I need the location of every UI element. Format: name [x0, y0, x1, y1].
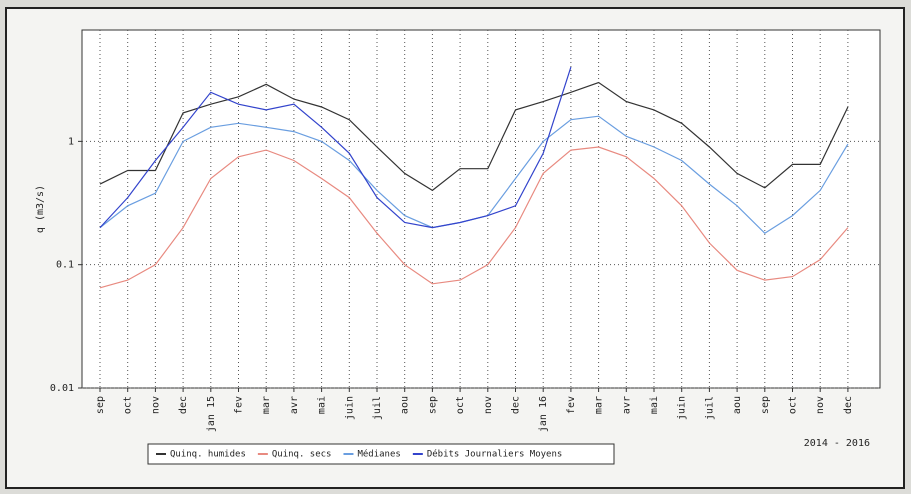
series-line — [99, 81, 849, 192]
x-tick-label: mar — [261, 396, 272, 414]
x-tick-label: jan 15 — [206, 396, 217, 432]
x-tick-label: avr — [289, 396, 300, 414]
x-tick-label: fev — [566, 396, 577, 414]
legend-label: Quinq. humides — [170, 450, 246, 460]
annotation: 2014 - 2016 — [804, 438, 870, 449]
x-tick-label: oct — [123, 396, 134, 414]
x-tick-label: dec — [843, 396, 854, 414]
x-tick-label: dec — [178, 396, 189, 414]
series-line — [99, 66, 572, 229]
x-tick-label: mai — [649, 396, 660, 414]
x-tick-label: jan 16 — [538, 396, 549, 432]
plot-area — [81, 29, 881, 389]
x-tick-label: fev — [234, 396, 245, 414]
x-tick-label: nov — [483, 396, 494, 414]
x-tick-label: oct — [455, 396, 466, 414]
y-tick-label: 1 — [68, 136, 74, 147]
x-tick-label: juin — [344, 396, 355, 420]
x-tick-label: oct — [788, 396, 799, 414]
x-tick-label: dec — [511, 396, 522, 414]
legend-label: Débits Journaliers Moyens — [427, 449, 562, 460]
x-tick-label: juil — [704, 396, 715, 420]
y-axis-label: q (m3/s) — [35, 185, 46, 233]
x-tick-label: mar — [594, 396, 605, 414]
legend-label: Quinq. secs — [272, 450, 332, 460]
x-tick-label: aou — [732, 396, 743, 414]
x-tick-label: sep — [427, 396, 438, 414]
y-tick-label: 0.1 — [56, 260, 74, 271]
legend — [147, 443, 615, 465]
x-tick-label: nov — [150, 396, 161, 414]
y-tick-label: 0.01 — [50, 383, 74, 394]
x-tick-label: sep — [95, 396, 106, 414]
x-tick-label: aou — [400, 396, 411, 414]
x-tick-label: sep — [760, 396, 771, 414]
x-tick-label: juil — [372, 396, 383, 420]
x-tick-label: mai — [317, 396, 328, 414]
legend-label: Médianes — [357, 449, 400, 460]
x-tick-label: avr — [621, 396, 632, 414]
series-line — [99, 146, 849, 289]
x-tick-label: nov — [815, 396, 826, 414]
x-tick-label: juin — [677, 396, 688, 420]
